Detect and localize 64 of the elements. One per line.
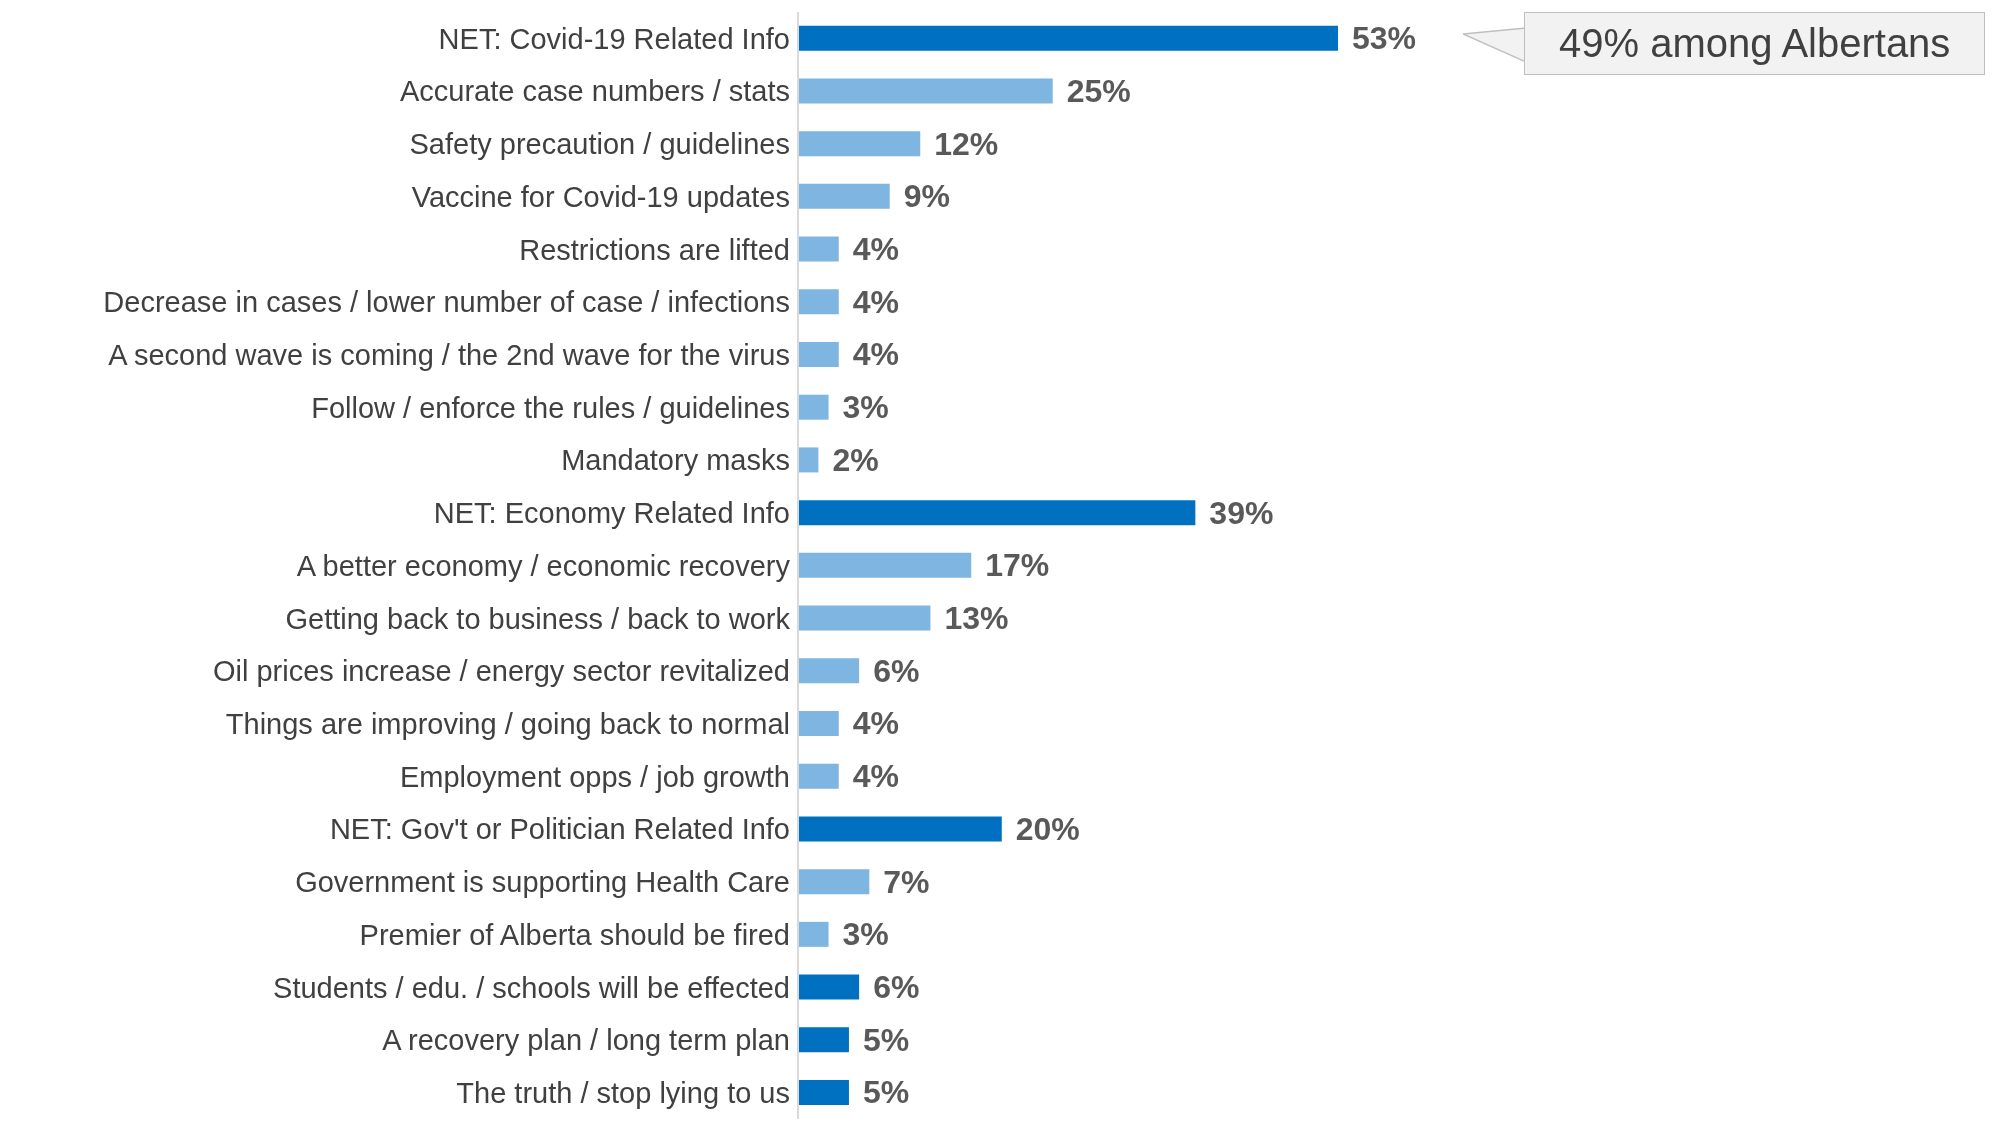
bar (798, 1079, 849, 1105)
data-label: 4% (852, 758, 899, 795)
data-label: 5% (862, 1074, 910, 1111)
bar (798, 236, 839, 262)
bar (798, 289, 839, 315)
y-tick-label: Government is supporting Health Care (295, 866, 790, 899)
y-tick-label: Oil prices increase / energy sector revitalized (212, 655, 790, 688)
data-label: 4% (852, 231, 899, 268)
bar (798, 183, 890, 209)
bar (798, 25, 1338, 51)
data-label: 5% (862, 1021, 910, 1058)
y-tick-label: Vaccine for Covid-19 updates (411, 180, 790, 213)
y-tick-label: Accurate case numbers / stats (399, 75, 790, 108)
y-tick-label: Follow / enforce the rules / guidelines (311, 391, 790, 424)
data-label: 6% (873, 969, 920, 1006)
y-tick-label: The truth / stop lying to us (456, 1076, 790, 1109)
y-tick-label: Things are improving / going back to normal (225, 707, 790, 740)
bar (798, 341, 839, 367)
text: 49% among Albertans (1524, 12, 1986, 75)
y-tick-label: A second wave is coming / the 2nd wave for the virus (108, 338, 790, 371)
data-label: 3% (842, 916, 889, 953)
y-tick-label: Premier of Alberta should be fired (359, 918, 790, 951)
bar (798, 78, 1053, 104)
bar (798, 974, 860, 1000)
data-label: 4% (852, 705, 899, 742)
data-label: 4% (852, 336, 899, 373)
bar (798, 710, 839, 736)
data-label: 9% (903, 178, 950, 215)
bar (798, 921, 829, 947)
data-label: 2% (832, 441, 879, 478)
bar (798, 763, 839, 789)
data-label: 4% (852, 283, 899, 320)
bar (798, 552, 972, 578)
bar (798, 394, 829, 420)
data-label: 25% (1066, 72, 1131, 109)
data-label: 12% (934, 125, 999, 162)
data-label: 13% (944, 600, 1009, 637)
data-label: 20% (1015, 810, 1080, 847)
y-tick-label: Students / edu. / schools will be effected (273, 971, 790, 1004)
data-label: 39% (1209, 494, 1274, 531)
y-tick-label: Mandatory masks (561, 444, 790, 477)
y-tick-label: NET: Economy Related Info (433, 497, 790, 530)
y-tick-label: Restrictions are lifted (519, 233, 790, 266)
bar (798, 131, 921, 157)
bar (798, 500, 1196, 526)
y-tick-label: Safety precaution / guidelines (409, 128, 790, 161)
data-label: 53% (1352, 20, 1417, 57)
bar (798, 447, 819, 473)
bar (798, 1027, 849, 1053)
data-label: 3% (842, 389, 889, 426)
bar (798, 605, 931, 631)
data-label: 6% (873, 652, 920, 689)
y-tick-label: NET: Gov't or Politician Related Info (329, 813, 790, 846)
y-tick-label: Decrease in cases / lower number of case / infections (103, 286, 790, 319)
data-label: 17% (985, 547, 1050, 584)
y-tick-label: NET: Covid-19 Related Info (438, 22, 790, 55)
bar (798, 658, 860, 684)
y-tick-label: Employment opps / job growth (399, 760, 790, 793)
bar (798, 869, 870, 895)
bar (798, 816, 1002, 842)
data-label: 7% (883, 863, 930, 900)
y-tick-label: A better economy / economic recovery (296, 549, 791, 582)
y-tick-label: A recovery plan / long term plan (382, 1024, 790, 1057)
y-tick-label: Getting back to business / back to work (285, 602, 791, 635)
